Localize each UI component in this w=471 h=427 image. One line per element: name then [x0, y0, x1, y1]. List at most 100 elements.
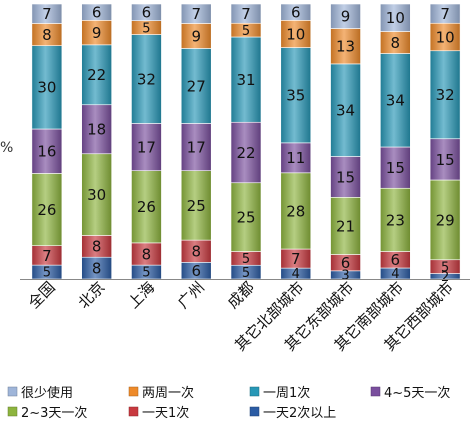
bar-segment: [131, 3, 162, 21]
bar-segment: [230, 3, 262, 24]
x-tick-label: 广州: [174, 278, 208, 312]
data-label: 5: [242, 266, 250, 281]
data-label: 5: [142, 21, 150, 36]
bar-segment: [429, 179, 461, 261]
bar-segment: [280, 20, 312, 48]
bar-segment: [429, 22, 461, 52]
bar-segment: [31, 45, 63, 130]
bar-segment: [180, 123, 212, 171]
data-label: 25: [236, 209, 255, 227]
data-label: 9: [191, 27, 201, 45]
data-label: 9: [341, 8, 351, 26]
x-tick-label: 成都: [224, 278, 258, 312]
data-label: 10: [436, 28, 455, 46]
data-label: 7: [42, 247, 52, 265]
data-label: 21: [336, 217, 355, 235]
x-tick-label: 全国: [25, 278, 59, 312]
data-label: 11: [286, 149, 305, 167]
bar-segment: [81, 153, 112, 236]
data-label: 9: [92, 24, 102, 42]
legend: 很少使用 两周一次 一周1次 4~5天一次 2~3天一次 一天1次 一天2次以上: [7, 385, 450, 421]
bar-segment: [131, 170, 162, 244]
data-label: 8: [92, 238, 102, 256]
data-labels-layer: 5726163087883018229658261732566825172797…: [37, 4, 454, 285]
data-label: 5: [242, 24, 250, 39]
data-label: 28: [286, 202, 305, 220]
data-label: 26: [37, 201, 56, 219]
data-label: 17: [187, 138, 206, 156]
data-label: 15: [436, 151, 455, 169]
bar-segment: [180, 170, 212, 241]
data-label: 10: [386, 9, 405, 27]
data-label: 16: [37, 143, 56, 161]
data-label: 15: [386, 159, 405, 177]
data-label: 23: [386, 211, 405, 229]
legend-label: 两周一次: [142, 385, 194, 401]
data-label: 4: [292, 267, 300, 282]
data-label: 34: [386, 92, 405, 110]
bar-segment: [280, 47, 312, 144]
bar-segment: [380, 53, 411, 148]
data-label: 5: [242, 252, 250, 267]
data-label: 26: [137, 198, 156, 216]
data-label: 8: [92, 260, 102, 278]
data-label: 27: [187, 77, 206, 95]
bar-segment: [230, 121, 262, 184]
data-label: 5: [43, 266, 51, 281]
data-label: 18: [87, 121, 106, 139]
bar-segment: [81, 44, 112, 106]
x-tick-label: 北京: [75, 278, 109, 312]
data-label: 5: [441, 260, 449, 275]
legend-label: 很少使用: [21, 385, 73, 401]
data-label: 2: [441, 270, 449, 285]
bar-segment: [280, 3, 312, 21]
y-axis-label: %: [0, 140, 13, 156]
bar-segment: [81, 104, 112, 155]
data-label: 7: [440, 5, 450, 23]
bar-segment: [81, 3, 112, 21]
legend-swatch: [249, 406, 260, 417]
data-label: 8: [42, 26, 52, 44]
data-label: 7: [191, 5, 201, 23]
bar-segment: [429, 50, 461, 140]
bar-segment: [180, 23, 212, 49]
bar-segment: [429, 3, 461, 24]
data-label: 6: [341, 254, 351, 272]
bar-segment: [280, 172, 312, 250]
data-label: 32: [137, 70, 156, 88]
data-label: 35: [286, 87, 305, 105]
data-label: 8: [191, 243, 201, 261]
data-label: 25: [187, 197, 206, 215]
data-label: 31: [236, 71, 255, 89]
bar-segment: [31, 3, 63, 24]
bar-segment: [380, 146, 411, 189]
bar-segment: [330, 197, 361, 255]
data-label: 15: [336, 168, 355, 186]
bar-segment: [380, 3, 411, 32]
data-label: 6: [391, 251, 401, 269]
legend-label: 一周1次: [263, 385, 310, 401]
data-label: 8: [391, 34, 401, 52]
data-label: 30: [87, 186, 106, 204]
data-label: 13: [336, 38, 355, 56]
data-label: 17: [137, 138, 156, 156]
legend-swatch: [249, 386, 260, 397]
data-label: 3: [341, 269, 349, 284]
data-label: 5: [142, 266, 150, 281]
data-label: 22: [236, 144, 255, 162]
legend-label: 一天1次: [142, 405, 189, 421]
data-label: 34: [336, 102, 355, 120]
data-label: 30: [37, 79, 56, 97]
bar-segment: [180, 3, 212, 24]
legend-label: 4~5天一次: [384, 385, 450, 401]
data-label: 22: [87, 66, 106, 84]
data-label: 6: [142, 4, 152, 22]
bar-segment: [81, 20, 112, 46]
bar-segment: [31, 128, 63, 174]
data-label: 7: [291, 250, 301, 268]
bars-layer: [31, 3, 461, 280]
legend-swatch: [7, 406, 18, 417]
